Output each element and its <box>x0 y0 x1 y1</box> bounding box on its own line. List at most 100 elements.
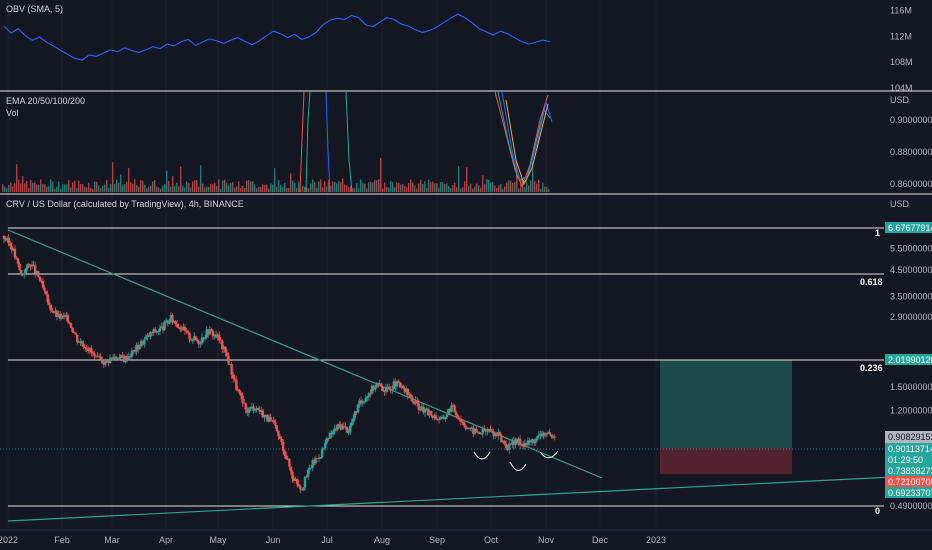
obv-y-tick: 116M <box>890 5 912 15</box>
candle-body <box>102 363 105 365</box>
candle-body <box>439 417 442 420</box>
volume-bar <box>106 179 108 192</box>
candle-body <box>536 436 539 441</box>
volume-bar <box>32 182 34 192</box>
ema-line <box>345 91 353 193</box>
candle-body <box>210 329 213 331</box>
candle-body <box>264 414 268 416</box>
volume-bar <box>504 186 506 192</box>
volume-bar <box>154 179 156 192</box>
volume-bar <box>206 186 208 192</box>
obv-y-axis[interactable]: 116M 112M 108M 104M <box>890 5 913 93</box>
candle-body <box>408 394 411 396</box>
candle-body <box>175 323 179 327</box>
badge-last-price <box>885 443 932 465</box>
volume-bar <box>20 183 22 192</box>
candle-body <box>118 357 121 361</box>
volume-bar <box>144 184 146 192</box>
pattern-arc-right[interactable] <box>539 450 559 459</box>
candle-body <box>479 433 483 435</box>
descending-trendline[interactable] <box>7 229 603 479</box>
pattern-arc-middle[interactable] <box>509 461 527 471</box>
volume-bar <box>10 182 12 192</box>
price-panel[interactable]: 1 0.618 0.236 0 CRV / US Dollar (calcula… <box>0 199 932 522</box>
candle-body <box>80 341 84 344</box>
volume-bar <box>388 187 390 192</box>
badge-take-profit <box>885 354 932 365</box>
candle-body <box>90 348 93 353</box>
candle-body <box>459 419 463 422</box>
candle-body <box>300 489 304 491</box>
candle-body <box>179 327 182 330</box>
stop-zone[interactable] <box>660 448 792 474</box>
candle-body <box>469 427 472 429</box>
candle-body <box>147 334 151 337</box>
target-zone[interactable] <box>660 360 792 448</box>
volume-bar <box>260 186 262 192</box>
volume-bar <box>480 187 482 192</box>
ascending-trendline[interactable] <box>7 474 932 522</box>
volume-bar <box>172 176 174 192</box>
volume-bar <box>332 181 334 192</box>
candle-body <box>553 436 556 438</box>
volume-bar <box>12 186 14 192</box>
candle-body <box>185 330 188 332</box>
candle-body <box>451 405 455 407</box>
candle-body <box>331 431 335 435</box>
badge-last-price-text: 0.90113714 <box>888 444 932 454</box>
pattern-arc-left[interactable] <box>473 451 491 460</box>
volume-bar <box>536 183 538 192</box>
candle-body <box>344 426 347 428</box>
candle-body <box>228 363 232 365</box>
candle-body <box>180 329 183 331</box>
x-tick-label: Apr <box>159 535 173 545</box>
candle-body <box>52 311 56 313</box>
candle-body <box>313 460 316 464</box>
candle-body <box>389 388 392 391</box>
volume-bar <box>38 184 40 192</box>
candle-body <box>531 439 534 441</box>
candle-body <box>267 416 271 422</box>
volume-bar <box>296 188 298 192</box>
candle-body <box>456 415 459 419</box>
volume-bar <box>62 184 64 192</box>
volume-bar <box>498 185 500 192</box>
candle-body <box>41 280 45 288</box>
candle-body <box>370 385 374 394</box>
candle-body <box>7 237 10 244</box>
candle-body <box>458 418 461 420</box>
volume-bar <box>482 175 484 192</box>
volume-bar <box>274 168 276 192</box>
candle-body <box>417 403 420 411</box>
volume-bar <box>70 187 72 192</box>
candle-body <box>462 422 466 426</box>
volume-bar <box>478 185 480 192</box>
candle-body <box>420 406 424 410</box>
candle-body <box>199 343 202 345</box>
volume-bar <box>238 181 240 192</box>
volume-bar <box>458 165 460 192</box>
candle-body <box>358 400 361 405</box>
price-y-axis[interactable]: 5.50000000 4.50000000 3.50000000 2.90000000… <box>890 244 932 511</box>
volume-bar <box>436 183 438 192</box>
candle-body <box>136 344 140 350</box>
candle-body <box>306 469 310 477</box>
volume-bar <box>120 174 122 192</box>
volume-bar <box>324 181 326 192</box>
volume-bar <box>454 182 456 192</box>
volume-bar <box>256 187 258 192</box>
candle-body <box>283 450 286 456</box>
volume-bar <box>348 187 350 192</box>
candle-body <box>525 443 528 445</box>
candle-body <box>518 438 522 446</box>
obv-panel[interactable]: OBV (SMA, 5) 116M 112M 108M 104M <box>3 4 913 93</box>
candle-body <box>526 440 530 445</box>
candle-body <box>143 339 146 345</box>
candle-body <box>158 327 162 331</box>
candle-body <box>486 430 489 432</box>
time-axis[interactable]: 2022 Feb Mar Apr May Jun Jul Aug Sep Oct Nov Dec 202… <box>0 535 666 545</box>
